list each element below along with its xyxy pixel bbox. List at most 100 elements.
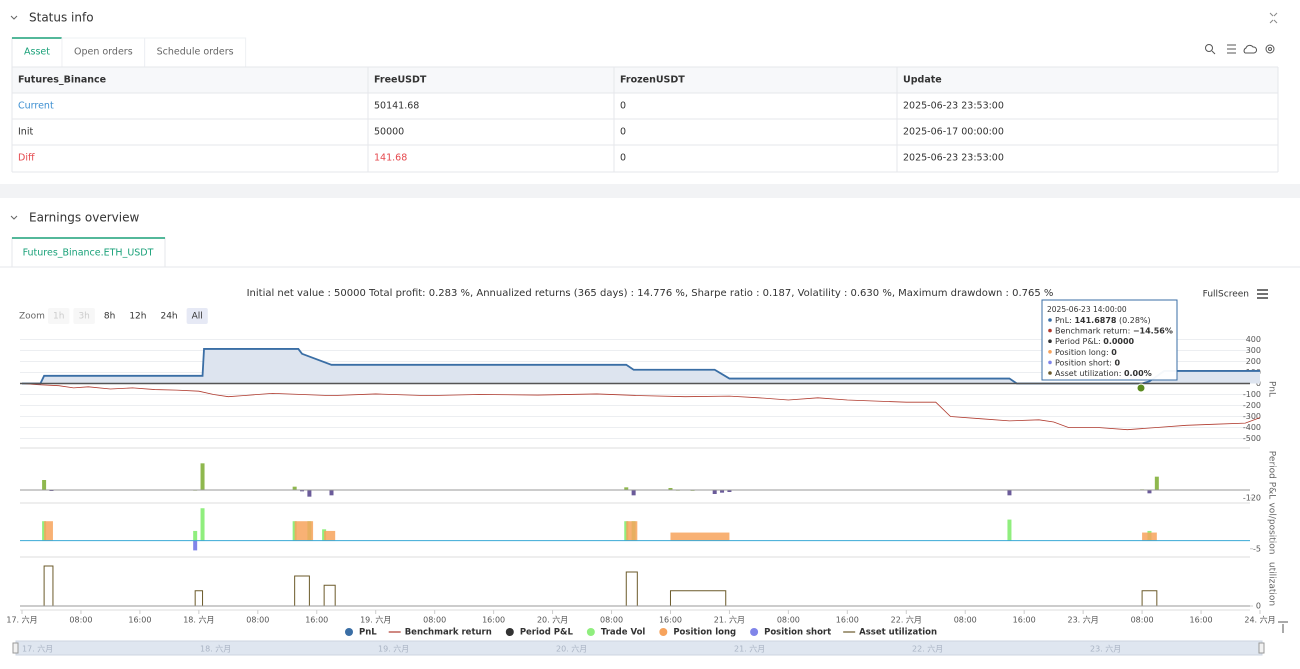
navigator-label: 20. 六月 [556, 644, 587, 654]
tooltip-bullet [1048, 328, 1052, 333]
bar [1154, 476, 1159, 490]
table-cell: Init [18, 127, 33, 138]
legend-label[interactable]: PnL [359, 628, 377, 638]
asset-table: Futures_Binance FreeUSDT FrozenUSDT Update C… [11, 66, 1279, 173]
navigator-label: 22. 六月 [912, 644, 943, 654]
bar [720, 490, 725, 493]
tooltip-value: −14.56% [1133, 326, 1173, 335]
position-block [1142, 532, 1157, 541]
navigator-label: 23. 六月 [1090, 644, 1121, 654]
legend-marker [505, 628, 514, 636]
tab-label[interactable]: Open orders [74, 47, 133, 58]
x-tick-label: 16:00 [1013, 616, 1036, 625]
y-tick-label: -400 [1243, 423, 1261, 432]
bar [42, 480, 47, 490]
tab-label[interactable]: Schedule orders [157, 47, 234, 58]
menu-icon[interactable] [1257, 289, 1268, 299]
legend-label[interactable]: Benchmark return [405, 628, 492, 638]
table-cell: Diff [18, 153, 35, 164]
legend-marker [345, 628, 353, 636]
fullscreen-button[interactable]: FullScreen [1203, 290, 1249, 300]
zoom-bg [48, 308, 70, 324]
zoom-button[interactable]: 3h [78, 312, 89, 322]
table-header: Update [903, 75, 942, 86]
tooltip-value: 0 [1115, 358, 1121, 367]
position-block [626, 521, 638, 541]
x-tick-label: 16:00 [482, 616, 505, 625]
x-tick-label: 24. 六月 [1244, 615, 1275, 625]
list-icon[interactable] [1227, 44, 1236, 54]
tooltip-time: 2025-06-23 14:00:00 [1047, 305, 1127, 314]
tooltip-value: 0 [1111, 347, 1117, 356]
bar [624, 487, 629, 490]
bar [193, 530, 198, 541]
settings-icon[interactable] [1265, 44, 1275, 54]
bar [200, 463, 205, 490]
table-cell: 0 [620, 101, 626, 112]
utilization-step [194, 590, 204, 606]
zoom-button[interactable]: 24h [160, 312, 177, 322]
scroll-top-icon[interactable] [1278, 621, 1288, 633]
y-tick-label: -120 [1243, 494, 1261, 503]
y-tick-label: -200 [1243, 401, 1261, 410]
table-cell: 0 [620, 153, 626, 164]
navigator-handle[interactable] [1258, 642, 1265, 654]
x-tick-label: 08:00 [246, 616, 269, 625]
legend-marker [659, 628, 668, 636]
tooltip-label: Position short: [1055, 358, 1115, 367]
y-tick-label: 300 [1246, 346, 1261, 355]
bar [1007, 519, 1012, 541]
x-tick-label: 08:00 [1131, 616, 1154, 625]
zoom-button[interactable]: All [192, 312, 203, 322]
tooltip-item: Benchmark return: −14.56% [1055, 326, 1173, 335]
zoom-button[interactable]: 12h [129, 312, 146, 322]
table-header: Futures_Binance [18, 75, 106, 86]
legend-label[interactable]: Position short [764, 628, 831, 638]
bar [631, 490, 636, 496]
pnl-area [22, 348, 1260, 384]
legend-label[interactable]: Period P&L [520, 628, 574, 638]
zoom-button[interactable]: 1h [53, 312, 64, 322]
legend-label[interactable]: Trade Vol [601, 628, 646, 638]
bar [193, 540, 198, 551]
tooltip-item: Asset utilization: 0.00% [1055, 369, 1152, 378]
x-tick-label: 16:00 [1190, 616, 1213, 625]
navigator-handle[interactable] [12, 642, 19, 654]
table-cell: 141.68 [374, 153, 407, 164]
y-tick-label: 0 [1256, 602, 1261, 611]
tab-label[interactable]: Asset [24, 47, 50, 58]
search-icon[interactable] [1205, 44, 1213, 52]
table-cell: Current [18, 101, 54, 112]
toolbar-icons [1205, 44, 1275, 55]
expand-icon[interactable] [1269, 12, 1278, 24]
legend-marker [586, 628, 595, 636]
tooltip-item: Position short: 0 [1055, 358, 1121, 367]
zoom-bg [98, 308, 121, 324]
legend-label[interactable]: Position long [673, 628, 736, 638]
collapse-icon[interactable] [10, 215, 18, 220]
tooltip-label: Period P&L: [1055, 337, 1103, 346]
legend: PnL Benchmark return Period P&L Trade Vol Po… [345, 628, 937, 638]
table-header-bg [12, 67, 1278, 93]
tooltip-value: 141.6878 [1074, 316, 1116, 325]
chart: PnL4003002001000-100-200-300-400-500Peri… [6, 335, 1277, 656]
table-cell: 2025-06-23 23:53:00 [903, 101, 1004, 112]
bar [727, 490, 732, 492]
zoom-bg [73, 308, 95, 324]
navigator-label: 18. 六月 [200, 644, 231, 654]
zoom-label: Zoom [19, 312, 45, 322]
y-tick-label: -500 [1243, 434, 1261, 443]
tooltip-value: 0.00% [1124, 369, 1152, 378]
navigator-label: 21. 六月 [734, 644, 765, 654]
zoom-active [186, 308, 208, 324]
utilization-step [323, 584, 336, 606]
zoom-button[interactable]: 8h [104, 312, 115, 322]
collapse-icon[interactable] [10, 15, 18, 20]
tooltip-bullet [1048, 318, 1052, 322]
cloud-icon[interactable] [1243, 44, 1258, 54]
earnings-tab-label[interactable]: Futures_Binance.ETH_USDT [23, 248, 154, 259]
bar [300, 490, 305, 492]
legend-label[interactable]: Asset utilization [859, 628, 937, 638]
utilization-step [625, 571, 638, 606]
